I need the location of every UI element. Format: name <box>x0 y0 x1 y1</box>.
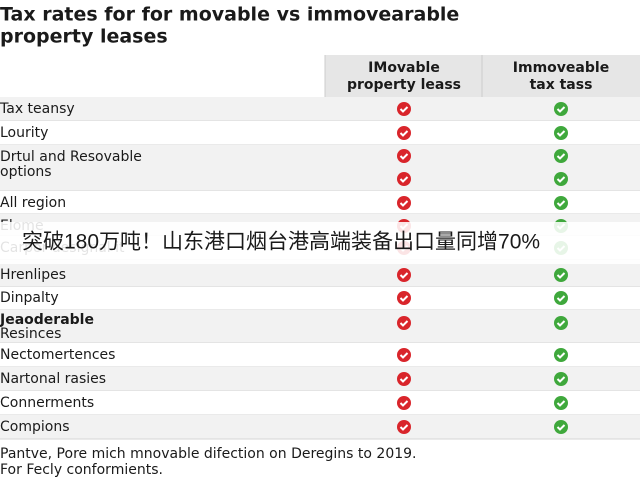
banner-bg <box>0 222 640 264</box>
row-bg <box>0 343 640 367</box>
footer-line: For Fecly conformients. <box>0 462 163 478</box>
row-bg <box>0 191 640 214</box>
footer-line: Pantve, Pore mich mnovable difection on … <box>0 446 417 462</box>
row-label: Jeaoderable <box>0 312 94 328</box>
check-icon <box>554 316 568 330</box>
check-mark <box>399 424 409 431</box>
check-icon <box>397 348 411 362</box>
check-mark <box>556 320 566 327</box>
row-label: Compions <box>0 419 70 435</box>
row-bg <box>0 367 640 391</box>
check-mark <box>399 176 409 183</box>
check-icon <box>554 348 568 362</box>
check-icon <box>554 196 568 210</box>
row-label: Nartonal rasies <box>0 371 106 387</box>
row-label: Connerments <box>0 395 94 411</box>
check-mark <box>399 320 409 327</box>
check-icon <box>554 126 568 140</box>
row-label: Hrenlipes <box>0 267 66 283</box>
check-mark <box>556 400 566 407</box>
check-icon <box>397 316 411 330</box>
check-mark <box>399 295 409 302</box>
check-icon <box>554 396 568 410</box>
check-icon <box>397 372 411 386</box>
check-mark <box>399 352 409 359</box>
row-label: Lourity <box>0 125 48 141</box>
row-bg <box>0 391 640 415</box>
check-icon <box>397 420 411 434</box>
column-header: Immoveable <box>513 60 609 76</box>
check-icon <box>397 396 411 410</box>
check-mark <box>399 200 409 207</box>
check-icon <box>554 291 568 305</box>
row-bg <box>0 97 640 121</box>
check-mark <box>556 200 566 207</box>
banner: 突破180万吨！山东港口烟台港高端装备出口量同增70% <box>0 222 640 264</box>
check-mark <box>556 176 566 183</box>
check-icon <box>554 372 568 386</box>
column-header: IMovable <box>368 60 440 76</box>
row-bg <box>0 287 640 310</box>
row-label: options <box>0 164 52 180</box>
title-line: property leases <box>0 26 168 48</box>
column-header: property leass <box>347 77 461 93</box>
check-icon <box>554 268 568 282</box>
row-label: Tax teansy <box>0 101 75 117</box>
check-mark <box>556 130 566 137</box>
check-mark <box>399 130 409 137</box>
check-mark <box>556 424 566 431</box>
check-icon <box>554 420 568 434</box>
check-mark <box>399 106 409 113</box>
row-bg <box>0 310 640 343</box>
check-mark <box>556 106 566 113</box>
check-mark <box>399 376 409 383</box>
row-label: Nectomertences <box>0 347 115 363</box>
table-body: Tax teansy Lourity Drtul and Resovableopti… <box>0 97 640 440</box>
check-icon <box>397 268 411 282</box>
check-icon <box>397 196 411 210</box>
check-mark <box>399 153 409 160</box>
column-header: tax tass <box>530 77 593 93</box>
row-label: All region <box>0 195 66 211</box>
row-bg <box>0 145 640 191</box>
check-mark <box>556 376 566 383</box>
check-mark <box>556 352 566 359</box>
row-label: Drtul and Resovable <box>0 149 142 165</box>
check-mark <box>556 295 566 302</box>
check-mark <box>556 272 566 279</box>
check-mark <box>399 400 409 407</box>
check-icon <box>397 149 411 163</box>
check-icon <box>554 149 568 163</box>
banner-text: 突破180万吨！山东港口烟台港高端装备出口量同增70% <box>22 231 540 254</box>
row-label: Dinpalty <box>0 290 59 306</box>
check-mark <box>399 272 409 279</box>
check-icon <box>554 172 568 186</box>
check-icon <box>397 126 411 140</box>
row-bg <box>0 415 640 439</box>
row-bg <box>0 121 640 145</box>
row-label: Resinces <box>0 326 61 342</box>
check-icon <box>397 291 411 305</box>
title-line: Tax rates for for movable vs immovearabl… <box>0 4 459 26</box>
check-icon <box>554 102 568 116</box>
row-bg <box>0 260 640 287</box>
check-icon <box>397 102 411 116</box>
check-icon <box>397 172 411 186</box>
check-mark <box>556 153 566 160</box>
